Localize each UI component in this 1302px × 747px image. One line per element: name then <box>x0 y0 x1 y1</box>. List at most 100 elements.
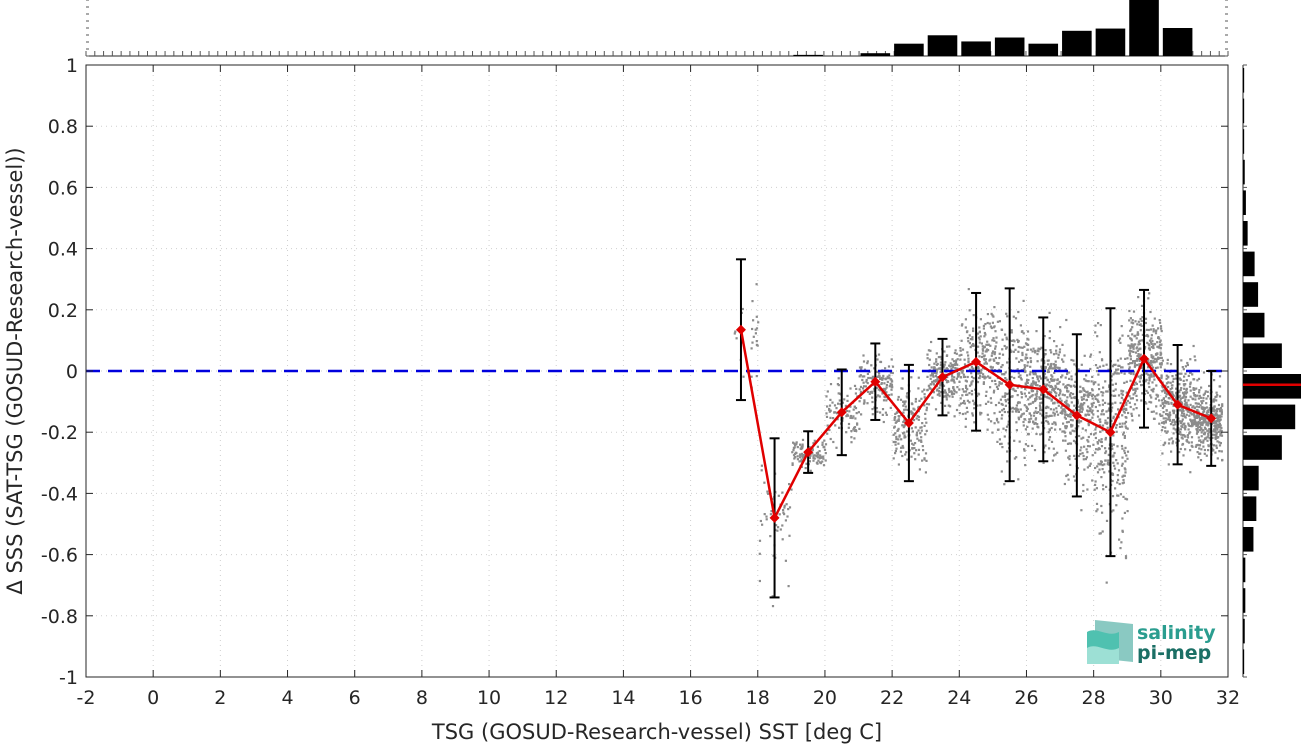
scatter-point <box>852 428 855 431</box>
scatter-point <box>888 394 891 397</box>
scatter-point <box>1023 392 1026 395</box>
scatter-point <box>1040 346 1043 349</box>
scatter-point <box>897 442 900 445</box>
scatter-point <box>1125 391 1128 394</box>
scatter-point <box>1180 420 1184 423</box>
scatter-point <box>955 377 958 380</box>
scatter-point <box>1097 447 1100 450</box>
scatter-point <box>984 361 987 364</box>
scatter-point <box>1215 433 1218 436</box>
scatter-point <box>864 385 867 388</box>
scatter-point <box>1178 432 1181 435</box>
scatter-point <box>1010 375 1013 378</box>
scatter-point <box>742 375 745 378</box>
scatter-point <box>920 426 923 429</box>
scatter-point <box>992 391 995 394</box>
scatter-point <box>1115 426 1118 429</box>
scatter-point <box>1138 339 1141 342</box>
scatter-point <box>1213 420 1216 423</box>
scatter-point <box>1139 376 1142 379</box>
scatter-point <box>915 431 919 434</box>
scatter-point <box>1027 398 1030 401</box>
scatter-point <box>990 326 993 330</box>
scatter-point <box>1065 402 1068 405</box>
scatter-point <box>1077 368 1080 371</box>
scatter-point <box>866 382 869 385</box>
scatter-point <box>1155 353 1158 356</box>
scatter-point <box>1150 396 1153 399</box>
scatter-point <box>1120 371 1123 374</box>
scatter-point <box>866 390 870 393</box>
scatter-point <box>1170 450 1173 453</box>
scatter-point <box>955 359 958 362</box>
scatter-point <box>1123 381 1126 384</box>
scatter-point <box>1147 373 1150 376</box>
scatter-point <box>970 389 973 393</box>
scatter-point <box>1055 352 1058 355</box>
scatter-point <box>1064 435 1067 438</box>
scatter-point <box>979 411 982 414</box>
scatter-point <box>754 328 757 331</box>
mean-marker <box>937 372 948 383</box>
scatter-point <box>956 358 959 361</box>
scatter-point <box>1052 363 1056 366</box>
scatter-point <box>1172 427 1175 430</box>
scatter-point <box>917 429 920 432</box>
scatter-point <box>1123 422 1127 425</box>
binned-mean-series <box>735 324 1217 523</box>
scatter-point <box>983 345 986 349</box>
scatter-point <box>853 384 857 387</box>
scatter-point <box>1215 399 1218 402</box>
scatter-point <box>1188 431 1191 434</box>
scatter-point <box>1068 442 1071 445</box>
mean-marker <box>870 376 881 387</box>
scatter-point <box>1121 393 1124 396</box>
scatter-point <box>1164 384 1167 387</box>
scatter-point <box>910 412 913 415</box>
scatter-point <box>1158 340 1162 343</box>
scatter-point <box>1198 394 1201 397</box>
scatter-point <box>1051 459 1054 462</box>
scatter-point <box>996 387 999 390</box>
scatter-point <box>1213 421 1216 424</box>
scatter-point <box>1086 488 1089 491</box>
scatter-point <box>1134 381 1137 384</box>
scatter-point <box>1030 382 1033 385</box>
scatter-point <box>1130 328 1133 331</box>
scatter-point <box>1101 511 1104 514</box>
scatter-point <box>1094 436 1097 440</box>
scatter-point <box>1215 409 1218 412</box>
scatter-point <box>1048 438 1051 441</box>
scatter-point <box>859 396 862 399</box>
right-hist-bar <box>1243 649 1245 674</box>
scatter-point <box>1184 416 1187 419</box>
scatter-point <box>1184 398 1187 401</box>
scatter-point <box>1191 424 1194 427</box>
scatter-point <box>889 378 893 381</box>
scatter-point <box>1218 423 1221 426</box>
scatter-point <box>850 436 853 439</box>
scatter-point <box>963 375 967 378</box>
scatter-point <box>1069 418 1072 422</box>
scatter-point <box>1187 441 1191 444</box>
scatter-point <box>1082 398 1085 401</box>
scatter-point <box>1087 395 1090 398</box>
scatter-point <box>879 389 882 392</box>
scatter-point <box>1048 367 1051 370</box>
scatter-point <box>904 408 907 411</box>
scatter-point <box>1216 457 1219 460</box>
scatter-point <box>920 440 923 443</box>
scatter-point <box>1061 343 1064 346</box>
scatter-point <box>971 367 974 370</box>
scatter-point <box>1125 408 1128 411</box>
scatter-point <box>935 370 938 373</box>
scatter-point <box>1028 373 1031 376</box>
scatter-point <box>1132 388 1135 391</box>
scatter-point <box>964 318 967 321</box>
scatter-point <box>1099 324 1102 327</box>
scatter-point <box>1087 405 1090 408</box>
scatter-point <box>1048 337 1051 340</box>
scatter-point <box>811 452 814 455</box>
scatter-point <box>1053 371 1056 374</box>
scatter-point <box>870 390 873 393</box>
